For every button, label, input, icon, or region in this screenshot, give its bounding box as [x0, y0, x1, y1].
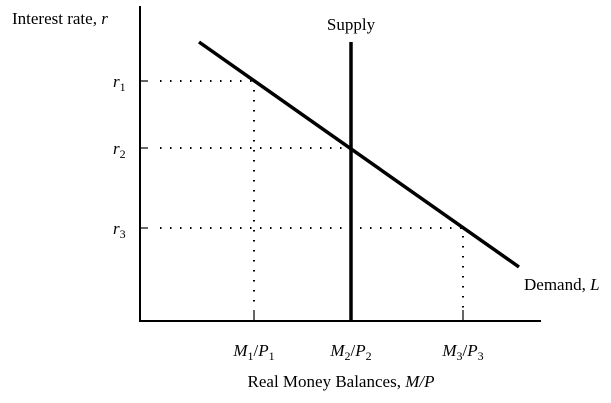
supply-label: Supply — [327, 15, 376, 34]
x-axis-label: Real Money Balances, M/P — [248, 372, 435, 391]
demand-label: Demand, L — [524, 275, 600, 294]
y-tick-label-r3: r3 — [113, 219, 126, 241]
x-tick-label-m3: M3/P3 — [441, 341, 483, 363]
y-axis-label: Interest rate, r — [12, 9, 108, 28]
y-tick-label-r1: r1 — [113, 72, 126, 94]
x-tick-label-m2: M2/P2 — [329, 341, 371, 363]
y-tick-label-r2: r2 — [113, 139, 126, 161]
x-tick-label-m1: M1/P1 — [232, 341, 274, 363]
demand-curve — [197, 40, 521, 269]
